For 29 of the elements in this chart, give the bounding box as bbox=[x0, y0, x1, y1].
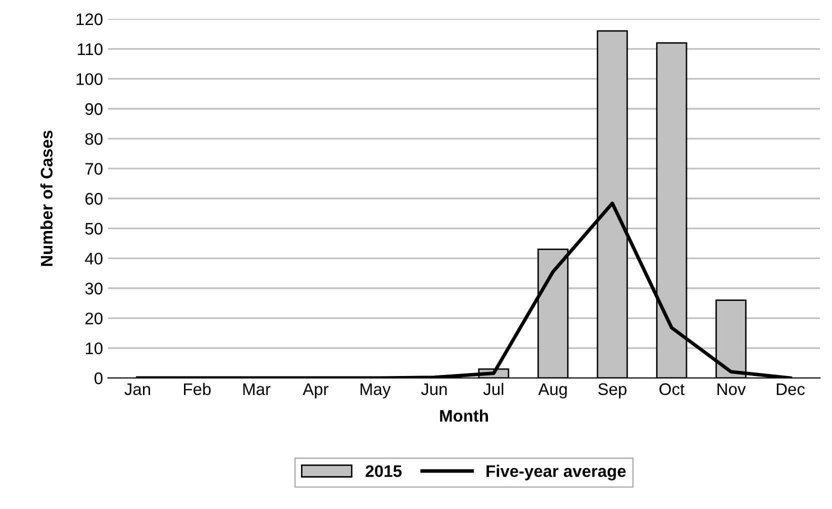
legend-label: 2015 bbox=[366, 465, 402, 478]
x-tick-label: Apr bbox=[302, 383, 328, 398]
y-tick-label: 110 bbox=[78, 43, 102, 56]
x-axis-title: Month bbox=[440, 410, 488, 422]
x-tick-label: Jun bbox=[421, 383, 447, 396]
y-tick-label: 40 bbox=[84, 252, 102, 265]
y-tick-label: 50 bbox=[85, 222, 102, 235]
x-tick-label: Oct bbox=[659, 383, 685, 396]
y-tick-label: 90 bbox=[85, 103, 102, 115]
y-tick-label: 70 bbox=[85, 162, 102, 175]
x-tick-label: May bbox=[360, 383, 391, 398]
x-tick-label: Jan bbox=[124, 383, 150, 396]
x-tick-label: Mar bbox=[243, 383, 270, 396]
y-tick-label: 100 bbox=[76, 73, 102, 86]
legend-label: Five-year average bbox=[486, 464, 626, 480]
x-tick-label: Dec bbox=[776, 383, 805, 396]
y-tick-label: 10 bbox=[86, 342, 102, 354]
x-tick-label: Sep bbox=[598, 383, 626, 398]
y-tick-label: 0 bbox=[94, 372, 102, 384]
x-tick-label: Nov bbox=[718, 383, 746, 396]
y-axis-title: Number of Cases bbox=[40, 130, 53, 266]
y-tick-label: 80 bbox=[85, 133, 102, 145]
x-tick-label: Feb bbox=[184, 382, 211, 396]
x-tick-label: Aug bbox=[538, 383, 567, 398]
x-tick-label: Jul bbox=[483, 382, 504, 396]
y-tick-label: 60 bbox=[85, 192, 102, 205]
y-tick-label: 30 bbox=[85, 282, 102, 294]
y-tick-label: 120 bbox=[76, 13, 102, 26]
y-tick-label: 20 bbox=[85, 312, 102, 324]
